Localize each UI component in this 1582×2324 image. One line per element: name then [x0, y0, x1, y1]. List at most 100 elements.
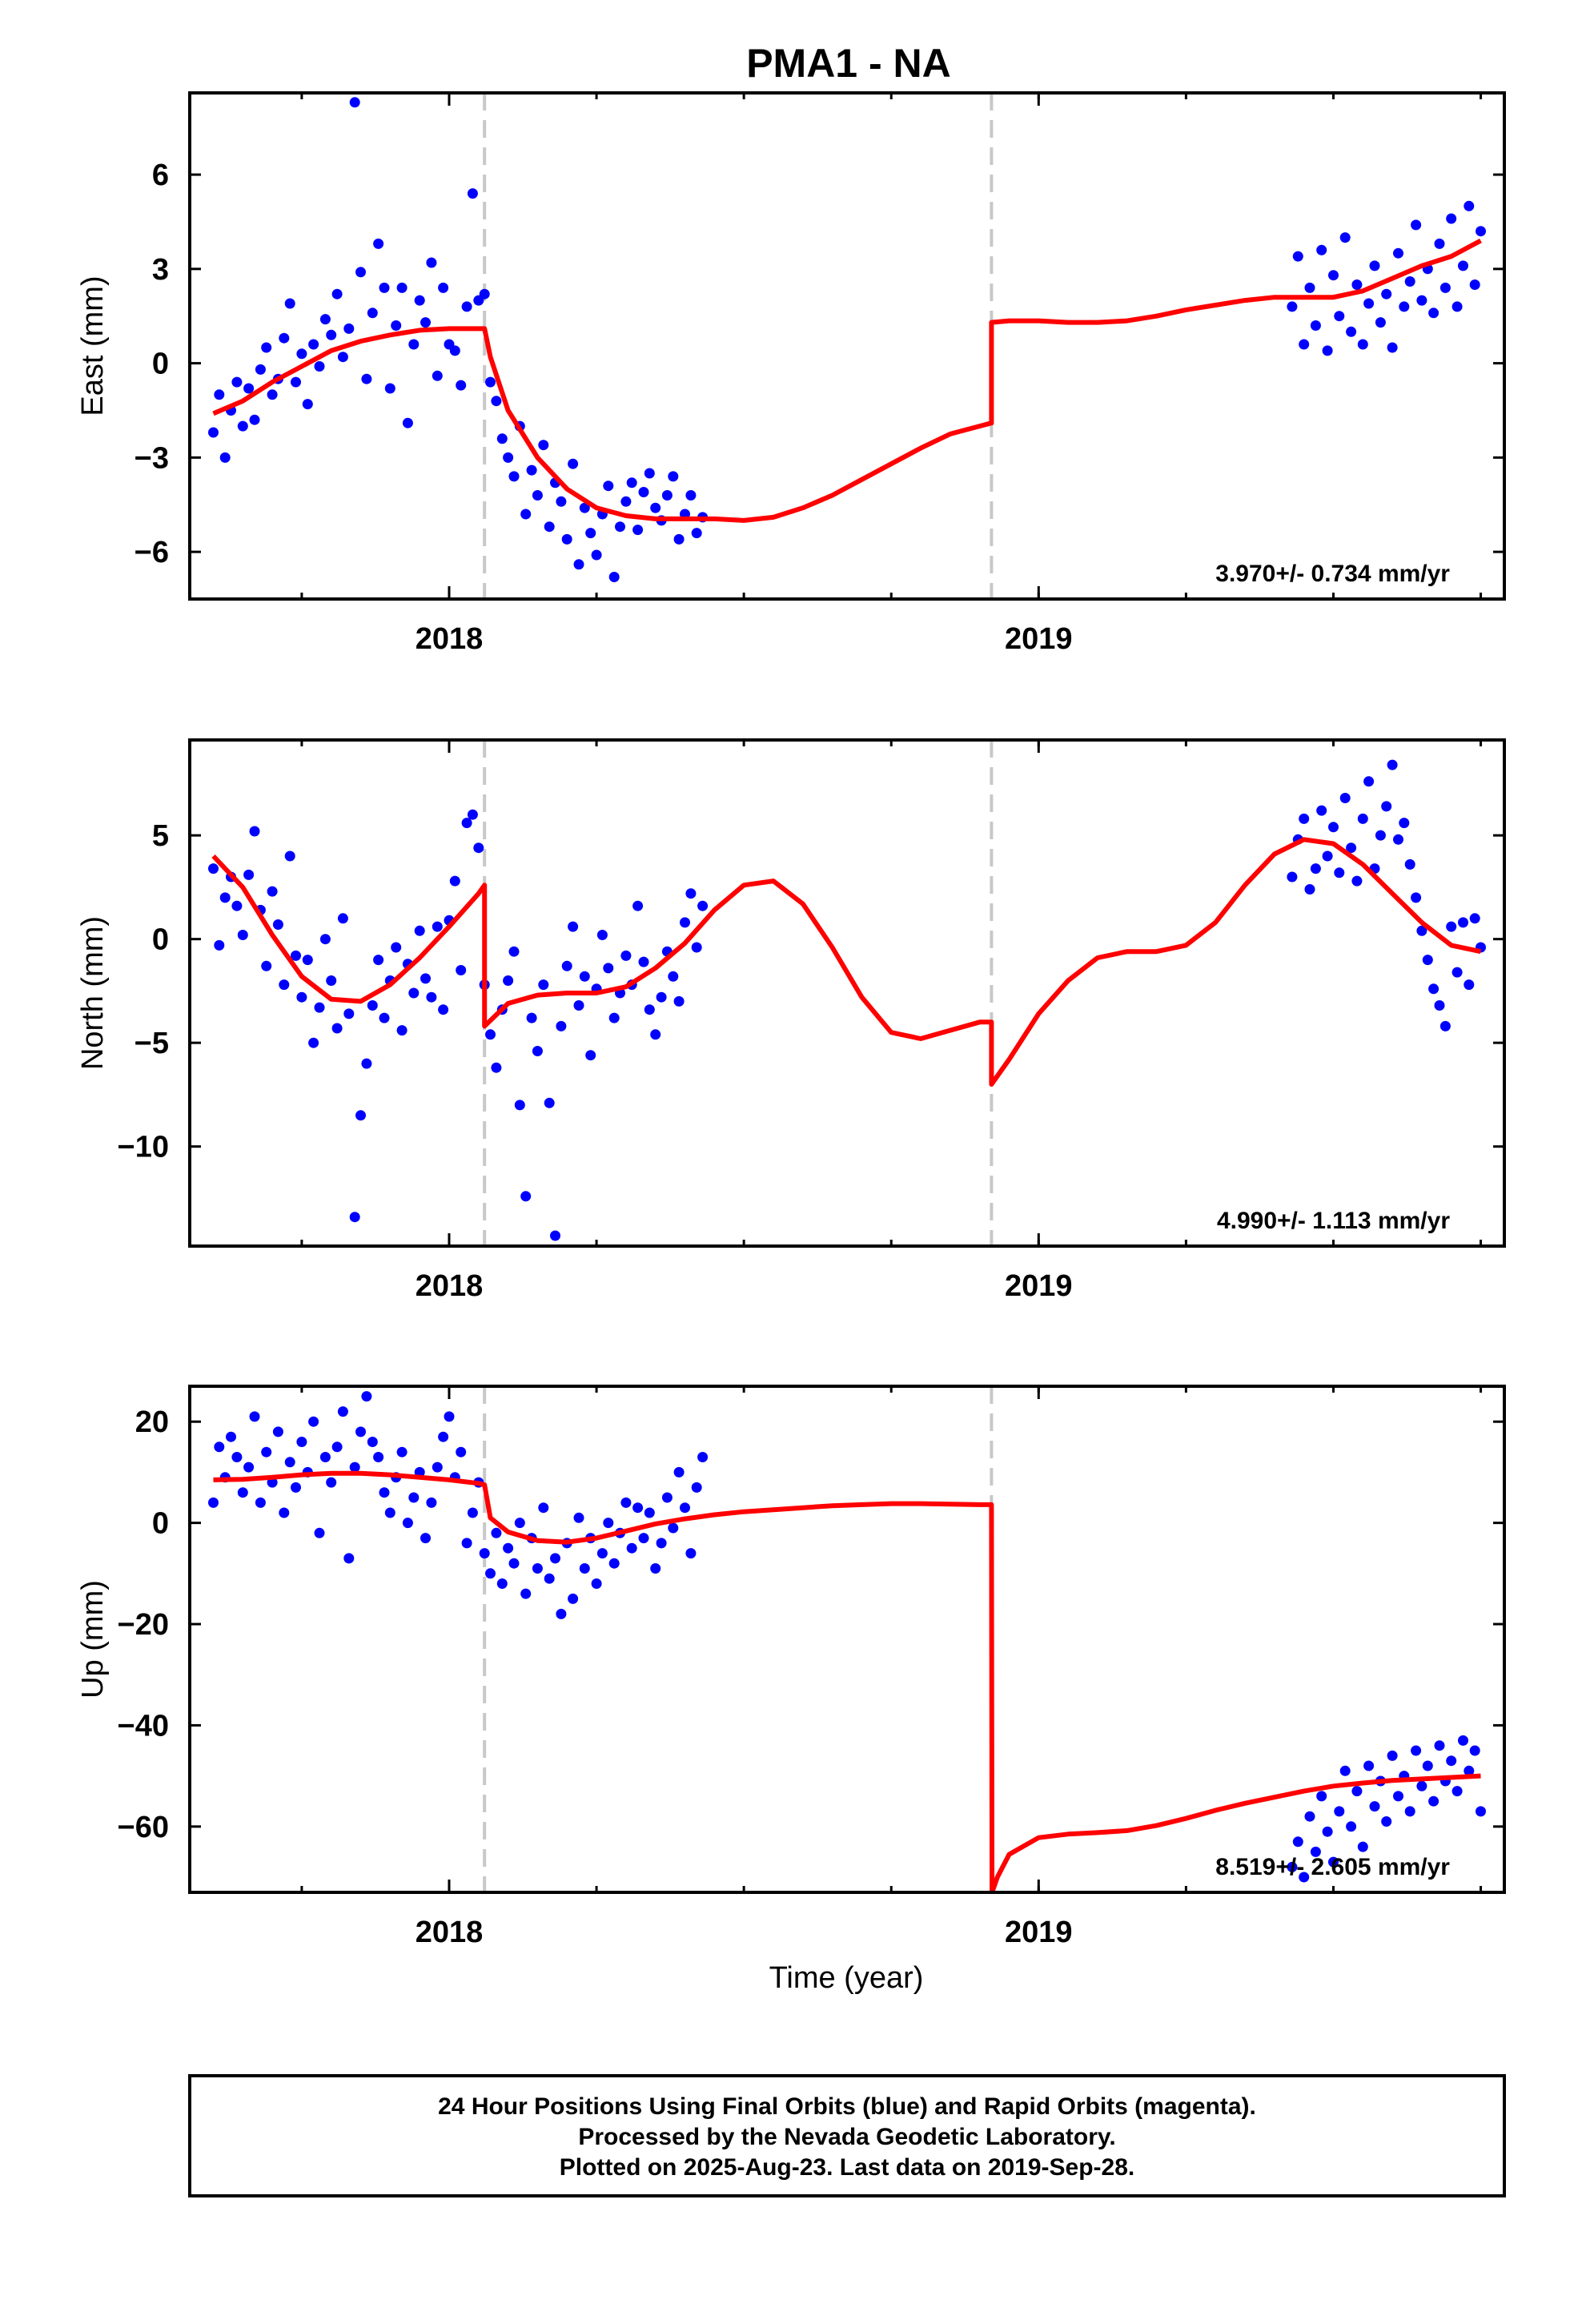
north-data-point: [1416, 925, 1427, 936]
east-data-point: [296, 348, 307, 360]
east-data-point: [1469, 279, 1480, 290]
east-data-point: [1399, 301, 1410, 312]
up-data-point: [291, 1482, 301, 1493]
up-data-point: [1416, 1780, 1427, 1791]
up-data-point: [231, 1452, 243, 1462]
east-data-point: [1310, 320, 1321, 331]
east-data-point: [1322, 345, 1333, 356]
up-data-point: [373, 1452, 384, 1462]
up-x-tick-label: 2019: [1005, 1916, 1073, 1949]
up-data-point: [491, 1527, 502, 1538]
up-y-axis-title: Up (mm): [76, 1580, 110, 1699]
north-data-point: [379, 1012, 390, 1023]
east-data-point: [314, 361, 325, 372]
north-data-point: [449, 875, 460, 887]
up-data-point: [1363, 1760, 1375, 1771]
up-data-point: [496, 1578, 508, 1589]
east-data-point: [255, 364, 266, 375]
north-data-point: [267, 886, 278, 897]
footer-line-3: Plotted on 2025-Aug-23. Last data on 201…: [560, 2154, 1135, 2181]
east-data-point: [456, 380, 467, 391]
up-data-point: [1452, 1786, 1463, 1797]
east-data-point: [331, 288, 343, 300]
east-data-point: [1452, 301, 1463, 312]
east-data-point: [384, 383, 396, 394]
north-data-point: [1381, 801, 1392, 812]
up-data-point: [426, 1497, 437, 1508]
north-data-point: [249, 826, 260, 837]
north-x-tick-label: 2018: [416, 1269, 484, 1303]
east-x-tick-label: 2018: [416, 622, 484, 656]
up-data-point: [514, 1518, 525, 1529]
east-data-point: [1381, 288, 1392, 300]
up-y-tick-label: −40: [118, 1709, 169, 1743]
north-data-point: [432, 921, 443, 932]
east-data-point: [402, 417, 413, 428]
up-data-point: [444, 1411, 455, 1422]
up-data-point: [503, 1542, 514, 1554]
east-data-point: [219, 452, 231, 463]
north-data-point: [632, 900, 644, 911]
north-data-point: [396, 1025, 408, 1036]
east-data-point: [668, 471, 679, 482]
up-data-point: [308, 1416, 319, 1427]
east-rate-label: 3.970+/- 0.734 mm/yr: [1215, 561, 1450, 587]
up-y-tick-label: −60: [118, 1811, 169, 1844]
north-panel: 2018 2019 5 0 −5 −10 North (mm) 4.990+/- 1.113 …: [76, 738, 1506, 1303]
up-data-point: [461, 1538, 472, 1549]
east-data-point: [237, 420, 248, 432]
up-data-point: [568, 1593, 579, 1604]
east-data-point: [291, 376, 301, 388]
up-data-point: [596, 1548, 608, 1559]
north-y-tick-label: 0: [152, 923, 169, 957]
east-data-point: [302, 399, 313, 410]
up-data-point: [1469, 1745, 1480, 1756]
up-data-point: [1346, 1821, 1357, 1832]
east-data-point: [461, 301, 472, 312]
up-x-tick-label: 2018: [416, 1916, 484, 1949]
north-data-point: [361, 1058, 372, 1069]
north-data-point: [291, 950, 301, 961]
north-data-point: [685, 888, 697, 899]
up-data-point: [420, 1533, 431, 1544]
north-model-line: [211, 837, 1482, 1087]
up-data-point: [1464, 1765, 1475, 1776]
up-data-point: [1304, 1811, 1315, 1822]
north-data-point: [650, 1029, 661, 1040]
east-data-point: [573, 559, 584, 570]
up-data-point: [520, 1588, 532, 1599]
east-y-tick-label: −3: [135, 441, 169, 475]
east-data-point: [568, 458, 579, 469]
up-data-point: [1339, 1765, 1351, 1776]
east-data-point: [326, 329, 337, 340]
north-data-point: [355, 1110, 366, 1121]
east-data-point: [319, 314, 331, 325]
north-data-point: [1428, 983, 1439, 995]
east-data-point: [1458, 260, 1468, 271]
up-data-point: [432, 1462, 443, 1473]
east-data-point: [349, 97, 360, 108]
north-data-point: [284, 850, 295, 862]
north-data-point: [373, 955, 384, 966]
east-data-point: [544, 521, 555, 533]
east-data-point: [343, 323, 355, 334]
east-data-point: [1375, 317, 1386, 328]
east-data-point: [1351, 279, 1363, 290]
up-data-point: [1310, 1846, 1321, 1857]
north-data-point: [272, 919, 283, 930]
east-data-point: [1428, 308, 1439, 319]
up-data-point: [314, 1527, 325, 1538]
up-data-point: [650, 1563, 661, 1574]
east-data-point: [615, 521, 625, 533]
east-data-point: [1316, 244, 1327, 255]
up-data-point: [214, 1441, 225, 1453]
north-x-tick-label: 2019: [1005, 1269, 1073, 1303]
north-y-axis-title: North (mm): [76, 916, 110, 1070]
north-data-point: [603, 963, 614, 974]
up-data-point: [1387, 1750, 1398, 1761]
north-data-point: [608, 1012, 620, 1023]
east-data-point: [261, 342, 272, 353]
east-y-tick-label: 3: [152, 253, 169, 287]
east-data-point: [638, 487, 649, 497]
north-data-point: [568, 921, 579, 932]
